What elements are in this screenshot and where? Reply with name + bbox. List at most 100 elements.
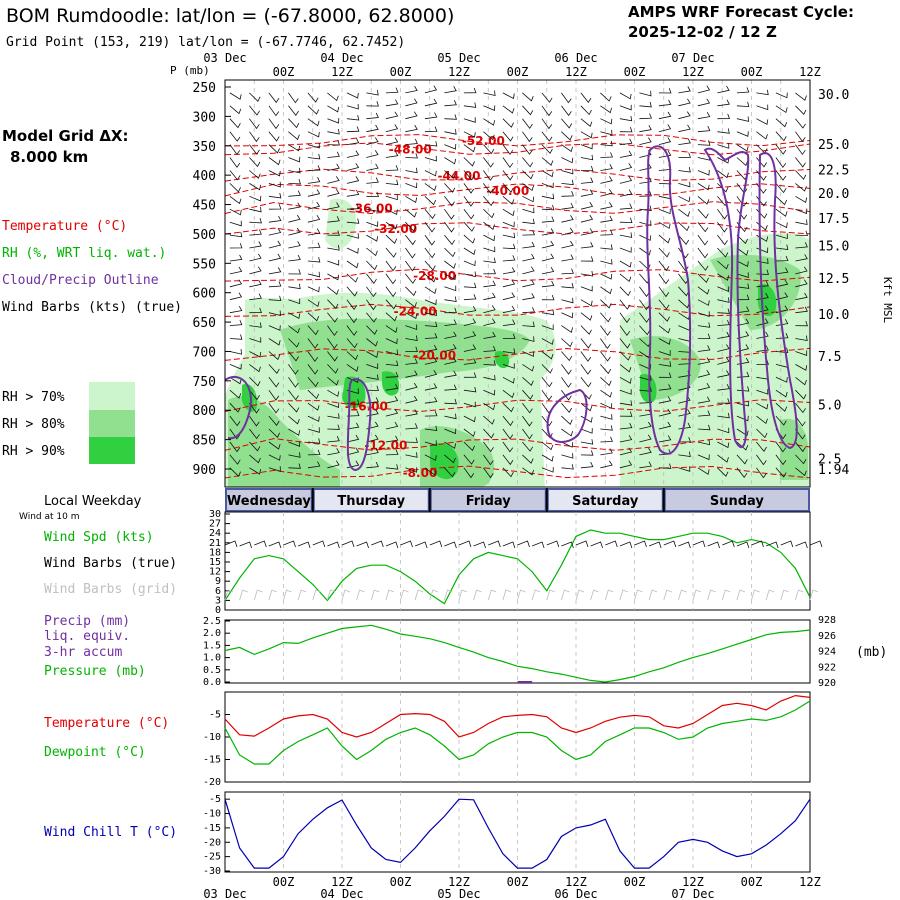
surface-wind-barb [312,540,326,548]
wind-barb [229,92,242,100]
wind-barb [444,196,455,207]
pressure-tick-label: 928 [818,615,836,626]
wind-barb [444,344,457,352]
wind-barb [346,218,360,224]
surface-wind-barb [458,540,472,548]
windchill-tick-label: -20 [203,837,221,848]
wind-barb [541,157,554,166]
wind-barb [795,415,806,427]
wind-barb [561,297,574,304]
wind-barb [288,178,301,185]
wind-barb [658,260,670,272]
wind-barb [463,208,475,220]
wind-barb [229,306,243,314]
wind-barb [444,170,456,179]
cloud-outline [646,145,692,455]
wind-barb [697,382,711,391]
temperature-contour [224,268,811,282]
wind-barb [541,266,555,275]
cloud-precip-outlines [224,145,798,472]
wind-barb [463,221,475,232]
wind-barb [678,436,691,443]
wind-tick-label: 27 [209,519,221,530]
wind-barb [366,286,377,298]
wind-barb [346,273,359,283]
wind-barb [736,454,748,465]
wind-barb [229,266,243,275]
wind-barb [307,118,320,127]
wind-barb [405,382,418,391]
wind-barb [756,359,769,365]
wind-tick-label: 12 [209,567,221,578]
wind-barb [658,408,672,417]
wind-barb [522,253,535,262]
wind-barb [385,111,399,120]
temperature-contour [224,168,811,182]
wind-barb [424,112,438,120]
wind-barb [600,188,613,197]
wind-barb [756,467,767,479]
temperature-contour-label: -44.00 [438,169,481,183]
wind-barb [346,422,360,430]
wind-barb [522,336,535,342]
wind-barb [444,296,457,302]
wind-barb [541,324,554,331]
surface-wind-barb [239,541,252,549]
wind-barb [366,312,377,323]
wind-barb [795,208,808,215]
wind-barb [366,461,379,469]
surface-wind-barb [429,540,443,548]
wind-barb [522,402,533,414]
wind-barb [385,208,398,216]
wind-barb [697,396,711,404]
surface-wind-barb [444,541,457,549]
windchill-tick-label: -30 [203,866,221,877]
wind-barb [697,345,711,352]
surface-wind-barb [414,541,428,549]
wind-barb [327,202,340,210]
wind-barb [600,351,611,362]
wind-barb [463,87,477,94]
wind-barb [541,240,555,249]
wind-barb [405,208,417,218]
wind-barb [795,320,808,327]
wind-barb [385,165,399,171]
top-time-label: 12Z [565,65,587,79]
wind-barb [541,204,555,211]
wind-tick-label: 0 [215,605,221,616]
wind-tick-label: 3 [215,595,221,606]
wind-barb [600,273,613,280]
wind-barbs-grid-label: Wind Barbs (grid) [44,582,177,597]
wind-barb [697,299,710,306]
wind-barb [756,454,767,466]
wind-barb [561,351,573,362]
pressure-tick-label: 300 [193,110,216,125]
wind-barb [405,167,418,174]
wind-barb [483,280,496,288]
wind-barb [385,151,399,158]
grid-wind-barb [370,589,380,601]
wind-barb [658,463,672,469]
wind-barb [463,260,476,267]
wind-barb [483,318,496,326]
wind-barb [502,118,514,128]
wind-barb [424,454,437,461]
wind-barb [288,338,300,348]
wind-barb [775,467,787,478]
wind-barb [502,255,516,262]
surface-wind-barb [400,540,413,548]
wind-barb [522,467,534,476]
pressure-tick-label: 700 [193,345,216,360]
surface-wind-barb [224,540,238,548]
weekday-label: Saturday [572,494,639,509]
weekday-segment [548,490,662,510]
pressure-tick-label: 922 [818,662,836,673]
wind-barb [717,427,730,434]
wind-barb [229,467,241,477]
surface-wind-barb [488,540,501,548]
pressure-line [224,624,811,683]
wind-barb [678,247,689,259]
wind-barb [268,253,282,262]
wind-barb [424,234,436,246]
wind-chill-label: Wind Chill T (°C) [44,825,177,840]
